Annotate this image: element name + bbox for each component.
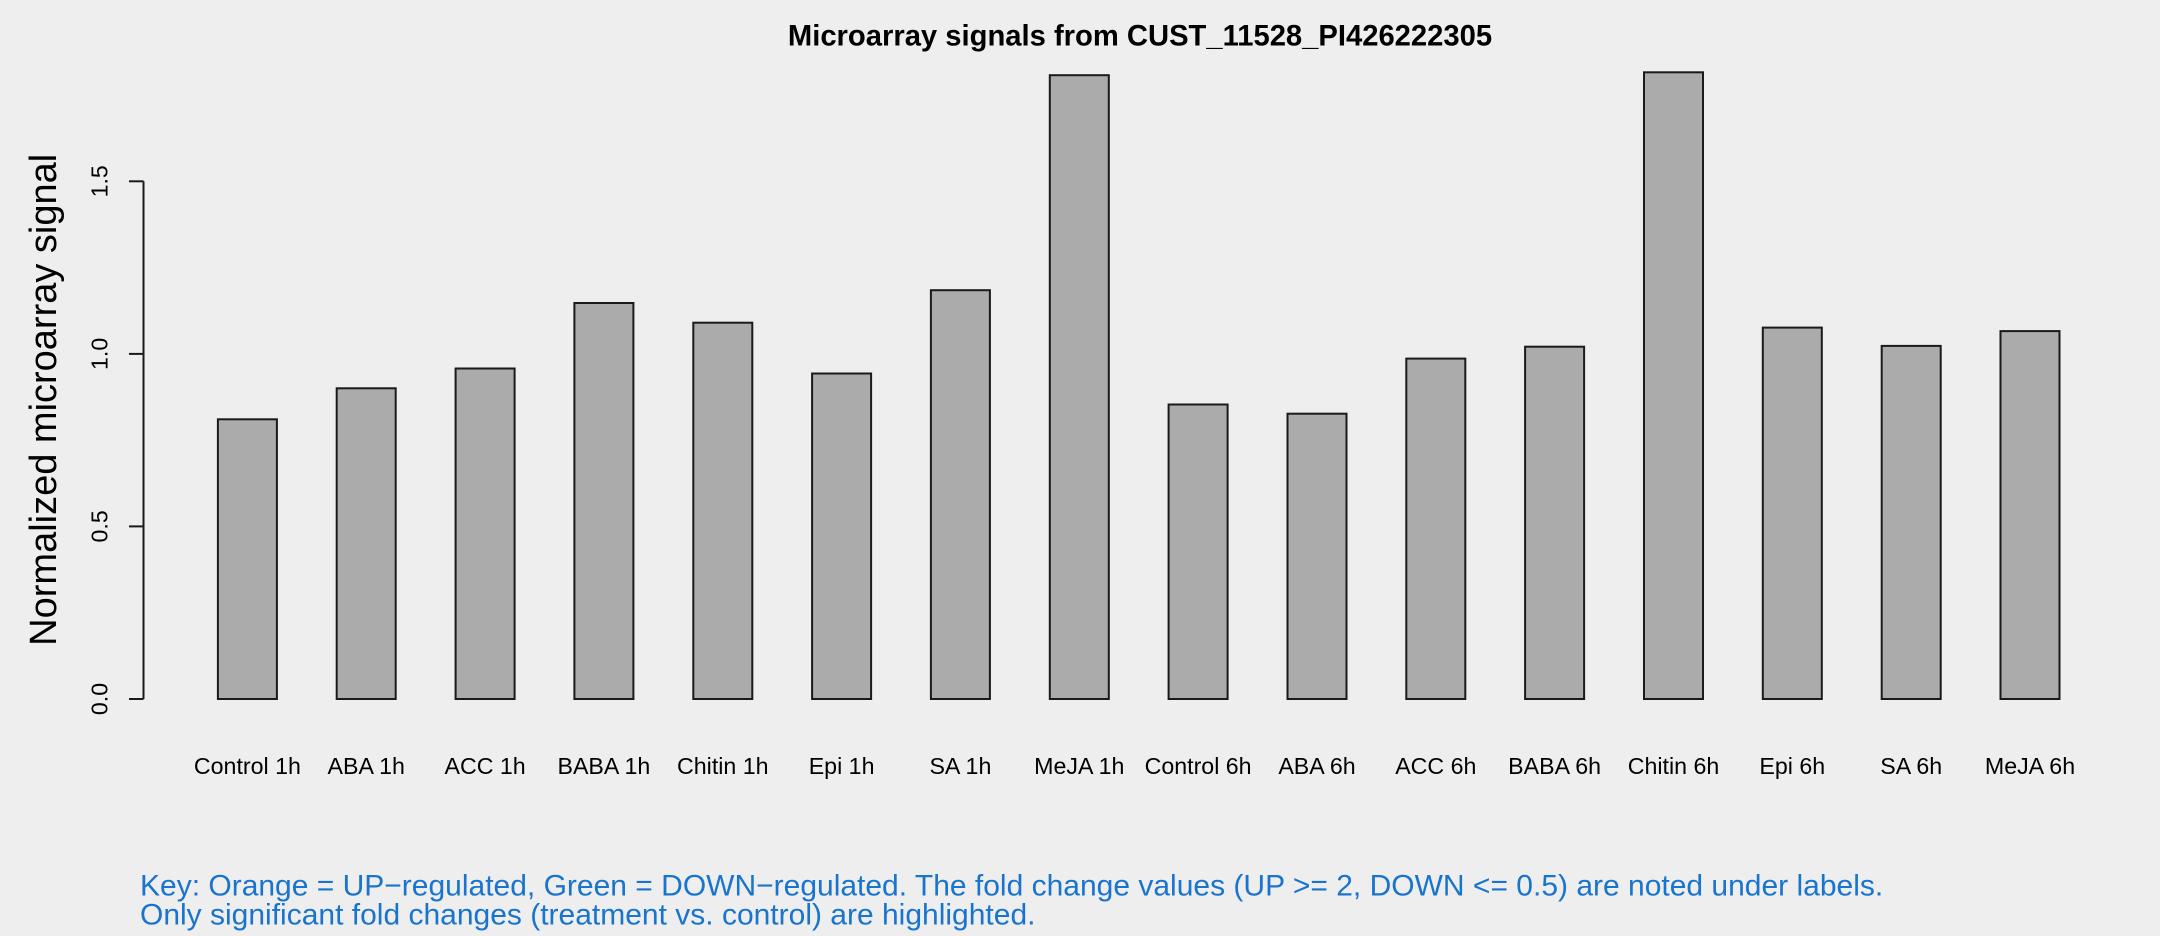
svg-text:MeJA 6h: MeJA 6h (1985, 753, 2075, 779)
svg-text:ACC 1h: ACC 1h (444, 753, 525, 779)
svg-text:Epi 1h: Epi 1h (809, 753, 875, 779)
svg-text:0.0: 0.0 (87, 683, 113, 715)
svg-text:1.5: 1.5 (87, 165, 113, 197)
svg-text:Key: Orange = UP−regulated, Gr: Key: Orange = UP−regulated, Green = DOWN… (140, 870, 1883, 903)
svg-text:BABA 6h: BABA 6h (1508, 753, 1601, 779)
svg-text:1.0: 1.0 (87, 338, 113, 370)
svg-text:Only significant fold changes: Only significant fold changes (treatment… (140, 899, 1035, 932)
svg-text:SA 6h: SA 6h (1880, 753, 1942, 779)
svg-text:Chitin 1h: Chitin 1h (677, 753, 769, 779)
svg-text:BABA 1h: BABA 1h (557, 753, 650, 779)
svg-text:ABA 6h: ABA 6h (1278, 753, 1355, 779)
svg-text:MeJA 1h: MeJA 1h (1034, 753, 1124, 779)
svg-text:Control 1h: Control 1h (194, 753, 301, 779)
svg-text:ABA 1h: ABA 1h (328, 753, 405, 779)
svg-text:Chitin 6h: Chitin 6h (1628, 753, 1720, 779)
svg-text:0.5: 0.5 (87, 510, 113, 542)
svg-text:Control 6h: Control 6h (1145, 753, 1252, 779)
svg-text:SA 1h: SA 1h (929, 753, 991, 779)
svg-text:ACC 6h: ACC 6h (1395, 753, 1476, 779)
svg-text:Normalized microarray signal: Normalized microarray signal (23, 154, 65, 646)
svg-text:Epi 6h: Epi 6h (1759, 753, 1825, 779)
svg-text:Microarray signals from CUST_1: Microarray signals from CUST_11528_PI426… (788, 21, 1492, 53)
